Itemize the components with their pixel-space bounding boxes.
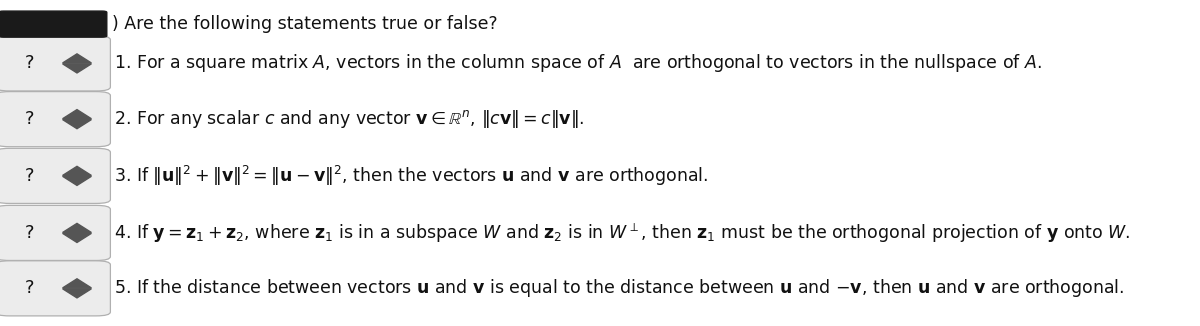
Text: ?: ? [25, 279, 35, 297]
Text: ?: ? [25, 167, 35, 185]
FancyBboxPatch shape [0, 205, 110, 260]
Polygon shape [62, 64, 91, 73]
FancyBboxPatch shape [0, 11, 107, 37]
Text: ?: ? [25, 110, 35, 128]
Text: 5. If the distance between vectors $\mathbf{u}$ and $\mathbf{v}$ is equal to the: 5. If the distance between vectors $\mat… [114, 277, 1124, 299]
FancyBboxPatch shape [0, 148, 110, 203]
FancyBboxPatch shape [0, 36, 110, 91]
Text: 4. If $\mathbf{y} = \mathbf{z}_1 + \mathbf{z}_2$, where $\mathbf{z}_1$ is in a s: 4. If $\mathbf{y} = \mathbf{z}_1 + \math… [114, 221, 1130, 244]
Text: ?: ? [25, 54, 35, 72]
Polygon shape [62, 233, 91, 243]
Polygon shape [62, 110, 91, 119]
Polygon shape [62, 54, 91, 63]
Text: ?: ? [25, 224, 35, 242]
Polygon shape [62, 279, 91, 288]
Polygon shape [62, 176, 91, 185]
Polygon shape [62, 289, 91, 298]
Polygon shape [62, 223, 91, 232]
Text: 2. For any scalar $c$ and any vector $\mathbf{v} \in \mathbb{R}^n$, $\|c\mathbf{: 2. For any scalar $c$ and any vector $\m… [114, 108, 584, 130]
Text: 1. For a square matrix $A$, vectors in the column space of $A$  are orthogonal t: 1. For a square matrix $A$, vectors in t… [114, 52, 1042, 74]
Polygon shape [62, 166, 91, 175]
FancyBboxPatch shape [0, 92, 110, 147]
Text: ) Are the following statements true or false?: ) Are the following statements true or f… [112, 15, 497, 33]
FancyBboxPatch shape [0, 261, 110, 316]
Text: 3. If $\|\mathbf{u}\|^2 + \|\mathbf{v}\|^2 = \|\mathbf{u} - \mathbf{v}\|^2$, the: 3. If $\|\mathbf{u}\|^2 + \|\mathbf{v}\|… [114, 164, 708, 188]
Polygon shape [62, 120, 91, 129]
